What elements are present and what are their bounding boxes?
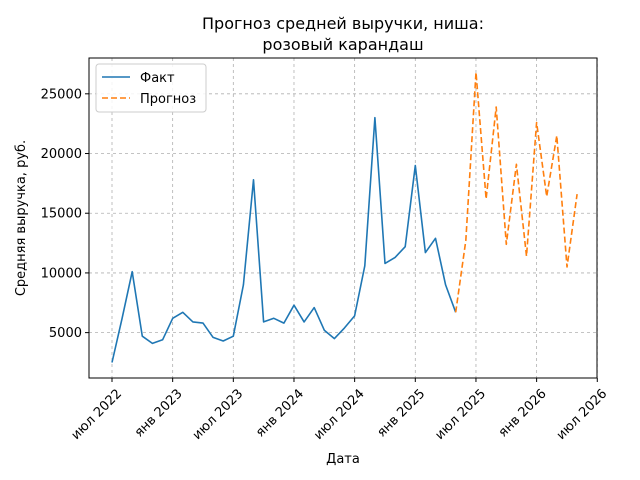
x-tick-label: янв 2024 <box>253 386 307 440</box>
axis-ticks: июл 2022 янв 2023 июл 2023 янв 2024 июл 2024… <box>41 87 611 443</box>
x-tick-label: июл 2022 <box>69 386 126 443</box>
y-tick-label: 5000 <box>49 326 82 341</box>
x-tick-label: янв 2025 <box>374 386 428 440</box>
series-lines <box>111 71 578 363</box>
chart-title-line2: розовый карандаш <box>262 35 423 54</box>
x-tick-label: июл 2025 <box>432 386 489 443</box>
grid <box>89 58 598 378</box>
legend-box <box>95 63 207 113</box>
legend: Факт Прогноз <box>95 63 207 113</box>
x-tick-label: июл 2024 <box>311 386 368 443</box>
legend-forecast-label: Прогноз <box>140 92 196 107</box>
x-axis-label: Дата <box>326 452 360 467</box>
y-tick-label: 25000 <box>41 87 82 102</box>
chart-title-line1: Прогноз средней выручки, ниша: <box>202 14 484 33</box>
actual-line <box>111 116 457 363</box>
y-axis-label: Средняя выручка, руб. <box>14 140 29 296</box>
y-tick-label: 10000 <box>41 266 82 281</box>
x-tick-label: июл 2023 <box>190 386 247 443</box>
y-tick-label: 15000 <box>41 207 82 222</box>
x-tick-label: янв 2026 <box>496 386 550 440</box>
y-tick-label: 20000 <box>41 147 82 162</box>
x-tick-label: июл 2026 <box>554 386 611 443</box>
legend-fact-label: Факт <box>140 71 175 86</box>
forecast-line <box>454 71 578 313</box>
plot-area-frame <box>88 57 598 379</box>
x-tick-label: янв 2023 <box>132 386 186 440</box>
